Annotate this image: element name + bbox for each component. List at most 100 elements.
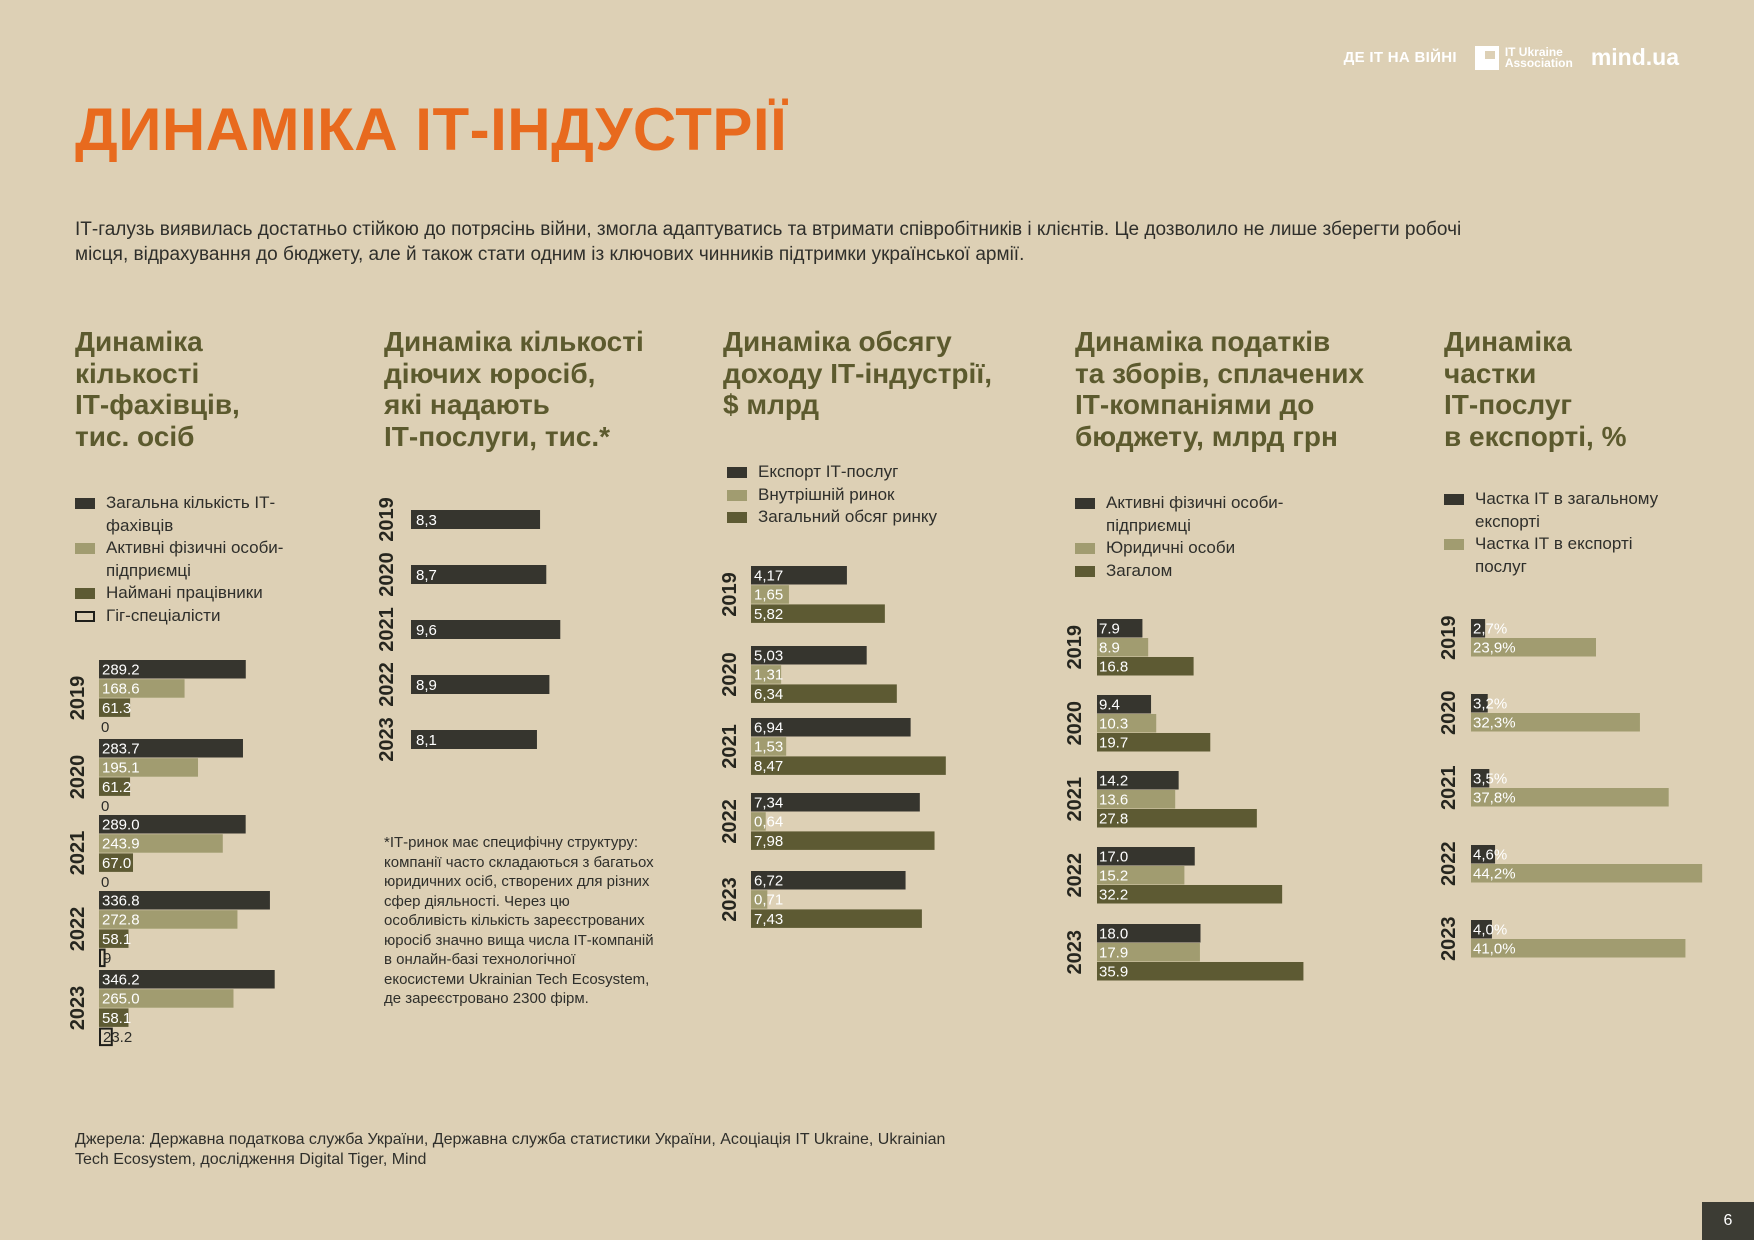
- bar-label: 18.0: [1099, 926, 1128, 943]
- bar-label: 7.9: [1099, 621, 1120, 638]
- bar: [1471, 619, 1486, 638]
- bar: [99, 698, 131, 717]
- bar: [99, 834, 223, 853]
- bar: [1097, 733, 1211, 752]
- bar-label: 1,53: [754, 739, 783, 756]
- bar-label: 14.2: [1099, 773, 1128, 790]
- brand-assoc-line1: IT Ukraine: [1504, 44, 1563, 59]
- bar: [1471, 939, 1686, 958]
- year-label: 2023: [67, 986, 89, 1031]
- year-label: 2022: [719, 799, 741, 844]
- chart2-plot: 8,3 2019 8,7 2020 9,6 2021 8,9 2022 8,1 2023: [376, 497, 561, 762]
- bar: [99, 891, 270, 910]
- legend-item: Експорт ІТ-послуг: [727, 461, 1017, 484]
- bar: [751, 585, 789, 604]
- legend-item: Загалом: [1075, 560, 1285, 583]
- bar: [411, 675, 550, 694]
- bar-label: 32.2: [1099, 887, 1128, 904]
- bar-label: 58.1: [102, 931, 131, 948]
- bar: [751, 646, 867, 665]
- bar-label: 7,34: [754, 795, 783, 812]
- bar-label: 8,7: [416, 567, 437, 584]
- bar-label: 243.9: [102, 836, 140, 853]
- year-label: 2023: [1438, 917, 1460, 962]
- year-label: 2020: [67, 755, 89, 800]
- bar: [1471, 788, 1669, 807]
- mind-logo: mind.ua: [1590, 44, 1679, 70]
- bar: [99, 948, 106, 968]
- bar-label: 3,2%: [1473, 696, 1507, 713]
- bar: [99, 679, 185, 698]
- bar-label: 8.9: [1099, 640, 1120, 657]
- legend-swatch: [1075, 543, 1095, 554]
- legend-item: Активні фізичні особи-підприємці: [75, 537, 315, 582]
- year-label: 2019: [719, 572, 741, 617]
- page-title: ДИНАМІКА ІТ-ІНДУСТРІЇ: [75, 96, 788, 163]
- bar-label: 67.0: [102, 855, 131, 872]
- legend-item: Наймані працівники: [75, 582, 315, 605]
- bar-label: 8,9: [416, 677, 437, 694]
- bar: [751, 718, 911, 737]
- bar-label: 0,71: [754, 892, 783, 909]
- chart5-legend: Частка ІТ в загальному експорті Частка І…: [1444, 488, 1689, 578]
- footnote: *ІТ-ринок має специфічну структуру: комп…: [384, 834, 654, 1007]
- year-label: 2021: [719, 724, 741, 769]
- bar-label: 7,98: [754, 833, 783, 850]
- year-label: 2022: [1438, 842, 1460, 887]
- bar-label: 0: [101, 798, 109, 815]
- year-label: 2021: [1438, 766, 1460, 811]
- bar-label: 23,9%: [1473, 640, 1516, 657]
- bar: [1471, 694, 1488, 713]
- legend-swatch: [727, 489, 747, 501]
- bar: [751, 793, 920, 812]
- bar-label: 283.7: [102, 741, 140, 758]
- bar-label: 289.0: [102, 817, 140, 834]
- bar: [1471, 769, 1490, 788]
- legend-swatch: [75, 543, 95, 554]
- sources: Джерела: Державна податкова служба Украї…: [75, 1131, 946, 1168]
- bar: [751, 812, 766, 831]
- bar: [751, 890, 768, 909]
- bar: [751, 831, 935, 850]
- bar: [1097, 943, 1200, 962]
- bar-label: 5,03: [754, 648, 783, 665]
- bar: [1097, 619, 1143, 638]
- year-label: 2022: [376, 662, 398, 707]
- brand-war: ДЕ ІТ НА ВІЙНІ: [1343, 49, 1457, 66]
- header-brand: ДЕ ІТ НА ВІЙНІ IT Ukraine Association min…: [1344, 44, 1679, 71]
- bar: [1471, 845, 1496, 864]
- legend-item: Гіг-спеціалісти: [75, 605, 315, 628]
- bar: [411, 620, 561, 639]
- bar-label: 0,64: [754, 814, 783, 831]
- bar-label: 58.1: [102, 1010, 131, 1027]
- brand-assoc-line2: Association: [1504, 55, 1573, 70]
- bar: [99, 758, 199, 777]
- bar-label: 168.6: [102, 681, 140, 698]
- legend-swatch: [1075, 565, 1095, 577]
- bar-label: 265.0: [102, 991, 140, 1008]
- legend-swatch: [75, 498, 95, 509]
- legend-item: Активні фізичні особи-підприємці: [1075, 492, 1285, 537]
- bar-label: 9,6: [416, 622, 437, 639]
- year-label: 2023: [1064, 930, 1086, 975]
- legend-item: Частка ІТ в експорті послуг: [1444, 533, 1689, 578]
- bar: [99, 1027, 113, 1047]
- bar-label: 6,34: [754, 686, 783, 703]
- bar: [1471, 713, 1640, 732]
- bar: [751, 737, 787, 756]
- bar-label: 15.2: [1099, 868, 1128, 885]
- year-label: 2019: [376, 497, 398, 542]
- bar-label: 41,0%: [1473, 941, 1516, 958]
- legend-item: Загальна кількість ІТ-фахівців: [75, 492, 315, 537]
- bar: [1097, 657, 1194, 676]
- bar: [1097, 962, 1304, 981]
- bar: [1097, 924, 1201, 943]
- bar-label: 4,6%: [1473, 847, 1507, 864]
- legend-swatch: [1075, 498, 1095, 509]
- bar: [99, 989, 234, 1008]
- bar-label: 35.9: [1099, 964, 1128, 981]
- bar-label: 336.8: [102, 893, 140, 910]
- legend-item: Юридичні особи: [1075, 537, 1285, 560]
- chart5-title: Динаміка частки ІТ-послуг в експорті, %: [1444, 326, 1627, 452]
- bar-label: 3,5%: [1473, 771, 1507, 788]
